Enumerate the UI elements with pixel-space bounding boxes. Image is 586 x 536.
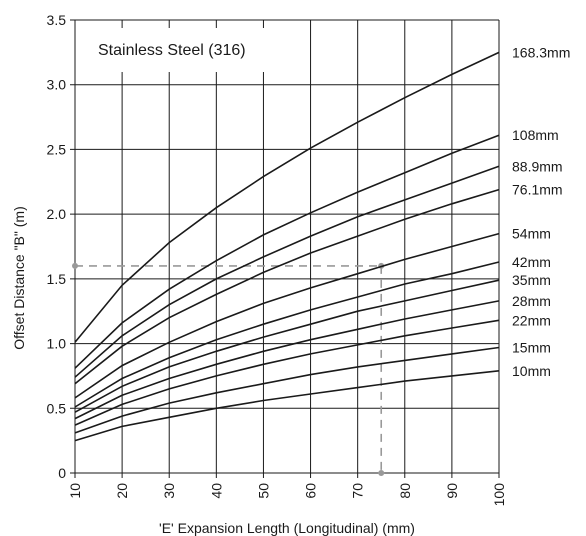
x-tick-label: 70 — [350, 483, 366, 499]
y-tick-label: 1.5 — [47, 271, 67, 287]
series-line-76.1mm — [74, 188, 500, 385]
tick-labels: 0 0.5 1.0 1.5 2.0 2.5 3.0 3.5 10 20 30 40 50 60 70 80 90… — [47, 12, 507, 506]
title-box: Stainless Steel (316) — [86, 28, 291, 72]
annotation-point-x — [378, 470, 385, 476]
x-tick-label: 50 — [255, 483, 271, 499]
series-label-42mm: 42mm — [512, 254, 551, 270]
series-label-28mm: 28mm — [512, 293, 551, 309]
x-tick-label: 100 — [491, 483, 507, 507]
x-tick-label: 20 — [114, 483, 130, 499]
series-label-168.3mm: 168.3mm — [512, 44, 570, 60]
series-line-108mm — [74, 134, 500, 369]
y-tick-label: 3.0 — [47, 77, 67, 93]
x-tick-label: 80 — [397, 483, 413, 499]
series-line-42mm — [74, 261, 500, 408]
series-line-35mm — [74, 279, 500, 413]
series-label-76.1mm: 76.1mm — [512, 182, 563, 198]
series-line-168.3mm — [74, 51, 500, 343]
series-line-54mm — [74, 232, 500, 399]
x-tick-label: 90 — [444, 483, 460, 499]
series-label-22mm: 22mm — [512, 312, 551, 328]
x-tick-label: 10 — [67, 483, 83, 499]
x-tick-label: 60 — [303, 483, 319, 499]
x-tick-label: 40 — [208, 483, 224, 499]
chart-title: Stainless Steel (316) — [98, 42, 246, 59]
series-label-35mm: 35mm — [512, 272, 551, 288]
series-label-10mm: 10mm — [512, 363, 551, 379]
annotation-guide — [72, 262, 385, 476]
series-lines — [74, 51, 500, 442]
series-line-15mm — [74, 346, 500, 434]
y-tick-label: 2.0 — [47, 206, 67, 222]
series-line-28mm — [74, 300, 500, 420]
series-line-22mm — [74, 319, 500, 426]
grid-lines — [70, 19, 500, 478]
y-tick-label: 0 — [58, 465, 66, 481]
y-tick-label: 0.5 — [47, 400, 67, 416]
y-tick-label: 1.0 — [47, 336, 67, 352]
series-label-88.9mm: 88.9mm — [512, 158, 563, 174]
y-axis-title: Offset Distance "B" (m) — [11, 206, 27, 350]
annotation-point-y — [72, 262, 78, 269]
series-line-88.9mm — [74, 165, 500, 378]
x-axis-title: 'E' Expansion Length (Longitudinal) (mm) — [159, 520, 415, 536]
series-labels: 168.3mm 108mm 88.9mm 76.1mm 54mm 42mm 35mm 28mm… — [512, 44, 570, 378]
series-label-108mm: 108mm — [512, 127, 559, 143]
series-label-54mm: 54mm — [512, 226, 551, 242]
series-label-15mm: 15mm — [512, 339, 551, 355]
series-line-10mm — [74, 370, 500, 442]
x-tick-label: 30 — [161, 483, 177, 499]
y-tick-label: 3.5 — [47, 12, 67, 28]
title-background — [86, 28, 291, 72]
y-tick-label: 2.5 — [47, 141, 67, 157]
